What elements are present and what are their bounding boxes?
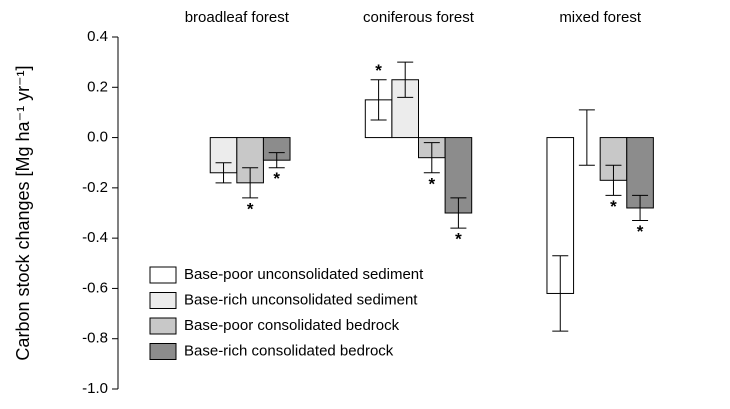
significance-mark: *	[375, 61, 382, 80]
y-tick-label: -0.2	[82, 179, 108, 196]
y-tick-label: -0.4	[82, 229, 108, 246]
error-bar	[605, 164, 622, 196]
legend-swatch	[149, 317, 177, 335]
significance-mark: *	[247, 199, 254, 218]
y-axis-label: Carbon stock changes [Mg ha⁻¹ yr⁻¹]	[13, 65, 33, 360]
legend-label: Base-poor unconsolidated sediment	[184, 266, 424, 283]
significance-mark: *	[610, 197, 617, 216]
error-bar	[370, 79, 387, 121]
legend-swatch	[149, 292, 177, 309]
error-bar	[242, 167, 259, 199]
error-bar	[578, 109, 595, 166]
y-tick-label: -1.0	[82, 380, 108, 397]
error-bar	[423, 142, 440, 174]
legend-label: Base-rich consolidated bedrock	[184, 342, 394, 359]
y-tick-label: 0.2	[87, 78, 108, 95]
error-bar	[215, 162, 232, 184]
y-tick-label: 0.4	[87, 28, 108, 45]
legend-label: Base-poor consolidated bedrock	[184, 317, 400, 334]
category-label: coniferous forest	[363, 9, 475, 26]
significance-mark: *	[273, 169, 280, 188]
y-tick-label: -0.6	[82, 279, 108, 296]
error-bar	[397, 61, 414, 98]
significance-mark: *	[428, 174, 435, 193]
significance-mark: *	[455, 230, 462, 249]
error-bar	[450, 197, 467, 229]
error-bar	[552, 255, 569, 332]
legend-label: Base-rich unconsolidated sediment	[184, 291, 418, 308]
legend-swatch	[149, 266, 177, 284]
y-tick-label: 0.0	[87, 129, 108, 146]
category-label: mixed forest	[559, 9, 642, 26]
category-label: broadleaf forest	[185, 9, 290, 26]
legend-swatch	[149, 343, 177, 360]
error-bar	[268, 152, 285, 169]
significance-mark: *	[637, 222, 644, 241]
y-tick-label: -0.8	[82, 330, 108, 347]
error-bar	[632, 194, 649, 222]
